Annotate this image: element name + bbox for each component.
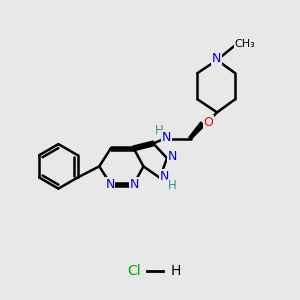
Text: Cl: Cl [127, 264, 140, 278]
Text: N: N [212, 52, 221, 65]
Text: H: H [154, 124, 163, 137]
Text: O: O [203, 116, 213, 129]
Text: N: N [162, 131, 171, 144]
Text: H: H [168, 179, 177, 193]
Text: CH₃: CH₃ [235, 39, 255, 49]
Text: H: H [171, 264, 181, 278]
Text: N: N [168, 150, 177, 163]
Text: N: N [160, 170, 169, 183]
Text: N: N [130, 178, 139, 191]
Text: N: N [105, 178, 115, 191]
